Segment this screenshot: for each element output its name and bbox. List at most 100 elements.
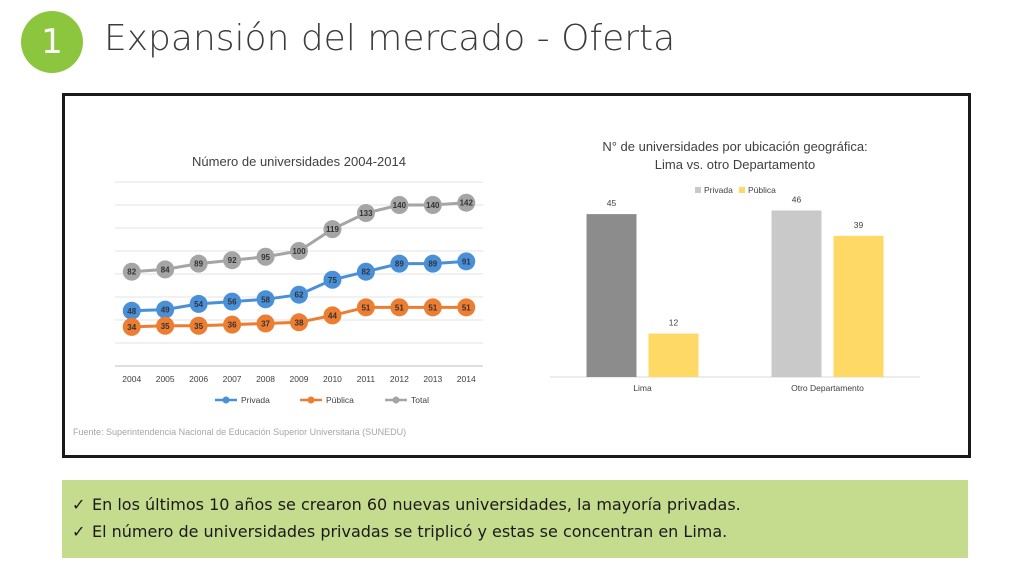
data-label: 82: [127, 268, 136, 277]
data-label: 48: [127, 307, 136, 316]
data-point: [323, 220, 342, 239]
data-label: 51: [462, 303, 471, 312]
x-tick-label: 2011: [357, 374, 376, 384]
data-point: [122, 262, 141, 281]
data-point: [356, 204, 375, 223]
bar-chart-title-line: N° de universidades por ubicación geográ…: [602, 139, 867, 154]
data-label: 75: [328, 276, 337, 285]
legend-marker: [307, 396, 315, 404]
data-point: [223, 251, 242, 270]
data-label: 142: [460, 199, 474, 208]
legend-label: Pública: [326, 395, 354, 405]
x-tick-label: 2007: [223, 374, 242, 384]
data-label: 100: [292, 247, 306, 256]
x-tick-label: 2010: [323, 374, 342, 384]
slide-number-badge: 1: [21, 11, 83, 73]
line-chart-title: Número de universidades 2004-2014: [192, 154, 406, 169]
data-label: 89: [428, 260, 437, 269]
data-label: 44: [328, 311, 337, 320]
x-tick-label: 2008: [256, 374, 275, 384]
data-point: [122, 301, 141, 320]
bar-category-label: Lima: [633, 383, 652, 393]
data-label: 51: [361, 303, 370, 312]
data-point: [457, 252, 476, 271]
data-label: 119: [326, 225, 339, 234]
data-label: 51: [395, 303, 404, 312]
data-point: [122, 317, 141, 336]
legend-label: Privada: [241, 395, 270, 405]
note-2: ✓ El número de universidades privadas se …: [72, 522, 727, 541]
data-label: 51: [428, 303, 437, 312]
data-label: 54: [194, 300, 203, 309]
legend-label: Total: [411, 395, 429, 405]
data-label: 37: [261, 319, 270, 328]
legend-label: Pública: [748, 185, 776, 195]
data-label: 95: [261, 253, 270, 262]
slide-title: Expansión del mercado - Oferta: [104, 18, 676, 59]
data-label: 140: [393, 201, 407, 210]
data-label: 89: [395, 260, 404, 269]
charts-svg: Número de universidades 2004-2014 2004 200…: [115, 139, 920, 405]
bar-value-label: 39: [854, 220, 864, 230]
check-icon: ✓: [72, 522, 86, 541]
data-label: 34: [127, 323, 136, 332]
legend-marker: [222, 396, 230, 404]
data-label: 62: [295, 291, 304, 300]
charts-frame: Número de universidades 2004-2014 2004 200…: [62, 93, 971, 458]
check-icon: ✓: [72, 495, 86, 514]
note-1-text: En los últimos 10 años se crearon 60 nue…: [92, 495, 741, 514]
x-tick-label: 2013: [423, 374, 442, 384]
data-point: [290, 285, 308, 304]
slide-number: 1: [41, 22, 63, 62]
data-label: 133: [359, 209, 373, 218]
bar: [586, 214, 637, 377]
x-tick-label: 2009: [290, 374, 309, 384]
data-label: 56: [228, 298, 237, 307]
legend-swatch-Privada: [695, 187, 701, 193]
data-point: [256, 314, 275, 333]
source-note: Fuente: Superintendencia Nacional de Edu…: [73, 427, 407, 437]
note-2-text: El número de universidades privadas se t…: [92, 522, 728, 541]
data-point: [189, 254, 208, 273]
data-point: [323, 306, 342, 325]
data-label: 49: [161, 306, 170, 315]
data-point: [189, 316, 208, 335]
data-point: [423, 196, 442, 214]
data-point: [356, 298, 375, 317]
data-point: [356, 262, 375, 281]
legend-swatch-Pública: [739, 187, 745, 193]
data-label: 35: [194, 322, 203, 331]
series-line-Total: [131, 201, 467, 274]
data-point: [390, 196, 409, 214]
data-label: 82: [361, 268, 370, 277]
data-point: [189, 294, 208, 313]
data-point: [256, 290, 275, 309]
data-point: [156, 260, 175, 279]
bar-value-label: 45: [607, 198, 617, 208]
x-tick-label: 2005: [156, 374, 175, 384]
legend-marker: [392, 396, 400, 404]
data-label: 89: [194, 260, 203, 269]
x-tick-label: 2012: [390, 374, 409, 384]
data-point: [423, 254, 442, 273]
data-point: [290, 242, 308, 260]
x-tick-label: 2006: [189, 374, 208, 384]
data-label: 84: [161, 265, 170, 274]
bar: [771, 210, 822, 377]
data-point: [423, 298, 442, 317]
bar: [833, 235, 884, 377]
data-point: [223, 292, 242, 311]
data-point: [457, 298, 476, 317]
data-point: [156, 316, 175, 335]
data-label: 38: [295, 318, 304, 327]
data-label: 36: [228, 321, 237, 330]
notes-box: ✓ En los últimos 10 años se crearon 60 nu…: [62, 480, 968, 558]
data-label: 91: [462, 257, 471, 266]
data-point: [290, 313, 308, 332]
bar-value-label: 46: [792, 194, 802, 204]
data-point: [323, 270, 342, 289]
legend-label: Privada: [704, 185, 733, 195]
bar-value-label: 12: [669, 318, 679, 328]
data-point: [256, 247, 275, 266]
data-label: 58: [261, 295, 270, 304]
